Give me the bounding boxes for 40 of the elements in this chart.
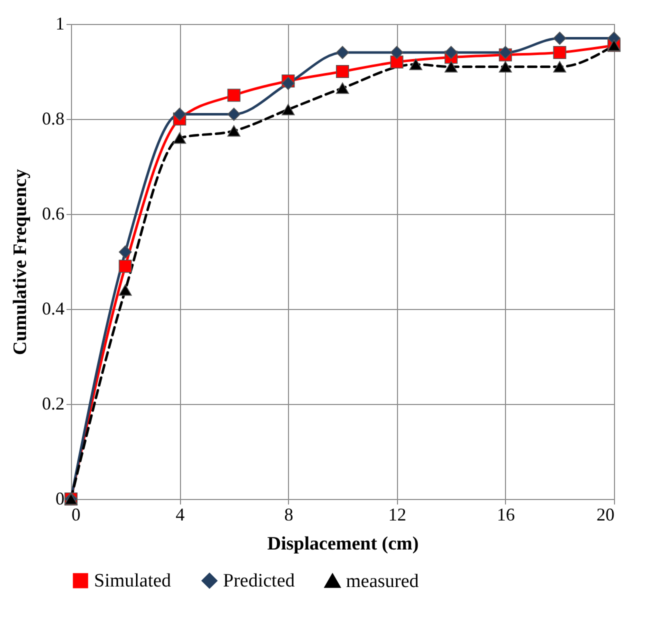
- x-tick-label: 8: [284, 504, 294, 524]
- point: [118, 284, 132, 296]
- point: [390, 46, 404, 60]
- x-axis-title: Displacement (cm): [267, 534, 419, 554]
- point: [444, 46, 458, 60]
- y-tick-label: 1: [56, 14, 64, 34]
- x-tick-label: 20: [596, 504, 614, 524]
- legend-label: Simulated: [94, 570, 172, 592]
- y-tick-label: 0.4: [42, 298, 64, 318]
- point: [282, 76, 295, 90]
- point: [227, 108, 240, 121]
- point: [227, 88, 240, 102]
- x-tick-label: 0: [72, 504, 80, 524]
- point: [173, 108, 186, 121]
- y-tick-label: 0.2: [42, 394, 64, 414]
- point: [118, 245, 132, 259]
- x-tick-label: 4: [176, 504, 185, 524]
- point: [444, 61, 458, 72]
- legend-label: Predicted: [223, 570, 296, 592]
- point: [118, 260, 132, 273]
- y-tick-label: 0: [56, 488, 64, 508]
- point: [553, 46, 566, 60]
- y-tick-label: 0.8: [42, 108, 64, 128]
- legend-label: measured: [346, 571, 420, 592]
- x-tick-label: 16: [496, 504, 515, 524]
- point: [498, 46, 512, 60]
- point: [553, 61, 566, 72]
- point: [390, 55, 404, 69]
- point: [409, 58, 422, 70]
- point: [282, 104, 295, 116]
- y-tick-label: 0.6: [42, 204, 64, 224]
- x-tick-label: 12: [388, 504, 406, 524]
- point: [173, 132, 186, 144]
- point: [227, 125, 240, 137]
- point: [336, 64, 350, 78]
- point: [336, 82, 350, 94]
- point: [336, 46, 350, 60]
- y-axis-title: Cumulative Frequency: [10, 168, 31, 355]
- point: [553, 32, 566, 45]
- point: [498, 61, 512, 72]
